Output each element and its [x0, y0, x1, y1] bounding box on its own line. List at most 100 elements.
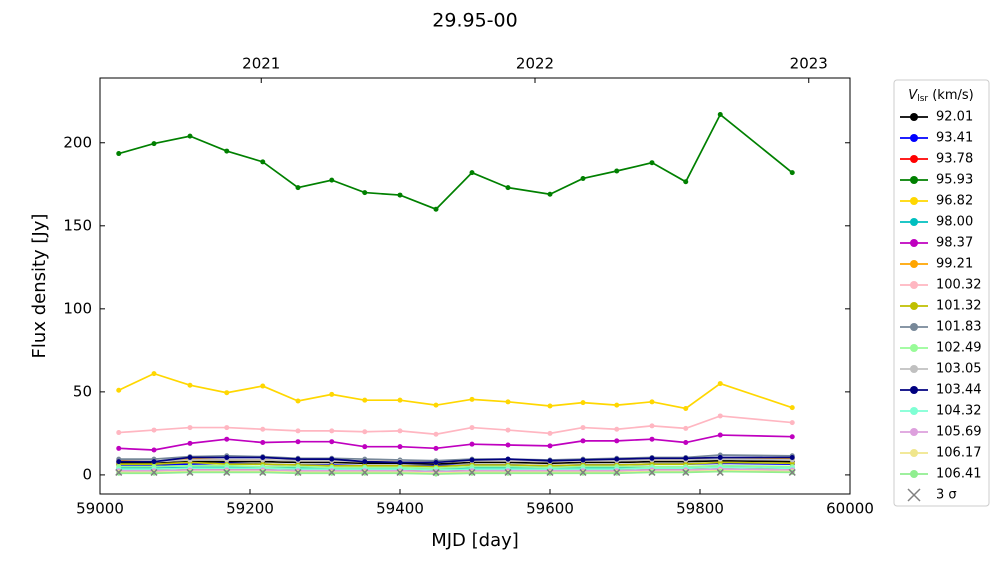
marker	[362, 397, 368, 403]
marker	[649, 160, 655, 166]
marker	[469, 441, 475, 447]
marker	[547, 191, 553, 197]
marker	[682, 468, 690, 476]
y-tick-label: 100	[63, 299, 92, 317]
marker	[396, 468, 404, 476]
line	[118, 434, 793, 451]
marker	[151, 371, 157, 377]
marker	[614, 402, 620, 408]
legend-label: 99.21	[936, 257, 973, 272]
series	[116, 432, 795, 453]
marker	[789, 170, 795, 176]
marker	[295, 456, 301, 462]
marker	[789, 454, 795, 460]
marker	[788, 468, 796, 476]
marker	[580, 425, 586, 431]
legend-marker	[910, 323, 918, 331]
legend-marker	[910, 344, 918, 352]
marker	[547, 430, 553, 436]
marker	[362, 459, 368, 465]
legend-marker	[910, 407, 918, 415]
marker	[116, 151, 122, 157]
line	[118, 415, 793, 436]
x-tick-label: 59200	[226, 500, 274, 518]
marker	[683, 440, 689, 446]
top-x-tick-label: 2022	[516, 55, 554, 73]
marker	[187, 425, 193, 431]
marker	[151, 141, 157, 147]
marker	[580, 457, 586, 463]
legend-label: 93.78	[936, 152, 973, 167]
marker	[716, 468, 724, 476]
x-tick-label: 59400	[376, 500, 424, 518]
top-x-tick-label: 2021	[242, 55, 280, 73]
marker	[362, 429, 368, 435]
marker	[433, 402, 439, 408]
series	[116, 112, 795, 212]
marker	[433, 206, 439, 212]
legend-marker	[910, 365, 918, 373]
x-tick-label: 59000	[76, 500, 124, 518]
series	[116, 454, 795, 465]
legend-label: 93.41	[936, 131, 973, 146]
marker	[115, 468, 123, 476]
marker	[546, 468, 554, 476]
legend-marker	[910, 176, 918, 184]
marker	[717, 112, 723, 118]
marker	[614, 426, 620, 432]
marker	[223, 468, 231, 476]
marker	[432, 468, 440, 476]
marker	[151, 459, 157, 465]
chart-title: 29.95-00	[432, 10, 517, 32]
marker	[683, 455, 689, 461]
marker	[717, 413, 723, 419]
marker	[397, 444, 403, 450]
legend-marker	[910, 113, 918, 121]
marker	[505, 185, 511, 191]
marker	[433, 431, 439, 437]
marker	[789, 434, 795, 440]
marker	[329, 439, 335, 445]
marker	[260, 440, 266, 446]
marker	[683, 405, 689, 411]
marker	[397, 397, 403, 403]
marker	[224, 454, 230, 460]
marker	[505, 399, 511, 405]
marker	[328, 468, 336, 476]
marker	[224, 148, 230, 154]
series	[116, 413, 795, 437]
legend-marker	[910, 155, 918, 163]
legend-label: 104.32	[936, 404, 982, 419]
marker	[468, 468, 476, 476]
legend-label: 105.69	[936, 425, 982, 440]
marker	[224, 425, 230, 431]
marker	[649, 399, 655, 405]
marker	[717, 432, 723, 438]
series	[116, 371, 795, 411]
legend-label: 92.01	[936, 110, 973, 125]
y-tick-label: 50	[73, 382, 92, 400]
marker	[614, 168, 620, 174]
marker	[362, 444, 368, 450]
marker	[433, 445, 439, 451]
marker	[505, 442, 511, 448]
marker	[329, 456, 335, 462]
legend-marker	[910, 386, 918, 394]
legend-marker	[910, 281, 918, 289]
marker	[295, 185, 301, 191]
marker	[907, 488, 921, 502]
marker	[547, 443, 553, 449]
legend-marker	[910, 218, 918, 226]
marker	[151, 447, 157, 453]
marker	[260, 159, 266, 165]
legend-marker	[910, 134, 918, 142]
marker	[580, 175, 586, 181]
marker	[294, 468, 302, 476]
legend-box	[893, 79, 990, 507]
legend-label: 103.05	[936, 362, 982, 377]
y-tick-label: 0	[82, 465, 92, 483]
marker	[397, 459, 403, 465]
marker	[717, 454, 723, 460]
legend-title: Vlsr (km/s)	[908, 88, 973, 104]
